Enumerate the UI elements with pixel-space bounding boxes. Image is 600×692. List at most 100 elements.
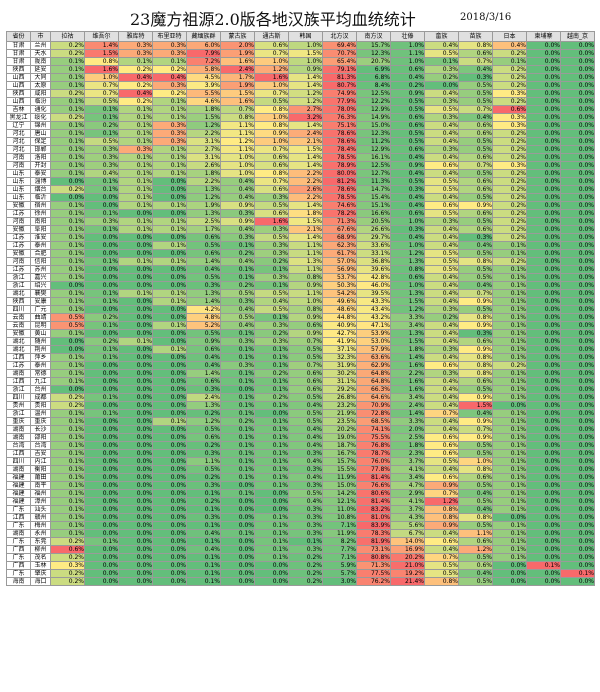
value-cell: 0.0%: [526, 569, 561, 578]
city-cell: 台州: [30, 385, 51, 394]
value-cell: 0.1%: [186, 577, 221, 586]
value-cell: 0.0%: [560, 401, 595, 410]
value-cell: 0.0%: [560, 305, 595, 314]
value-cell: 0.6%: [390, 65, 425, 74]
table-row: 浙江 嘉兴 0.1% 0.0% 0.0% 0.0% 0.5% 0.1% 0.3% 0.8% 53.7…: [6, 273, 595, 282]
value-cell: 14.7%: [356, 185, 391, 194]
value-cell: 0.1%: [118, 337, 153, 346]
value-cell: 0.1%: [220, 433, 255, 442]
value-cell: 0.0%: [152, 313, 187, 322]
value-cell: 0.0%: [492, 577, 527, 586]
value-cell: 81.0%: [356, 513, 391, 522]
value-cell: 0.4%: [220, 321, 255, 330]
value-cell: 0.0%: [152, 489, 187, 498]
value-cell: 76.0%: [356, 457, 391, 466]
value-cell: 0.4%: [390, 233, 425, 242]
city-cell: 绥化: [30, 113, 51, 122]
value-cell: 0.1%: [50, 169, 85, 178]
value-cell: 1.1%: [220, 121, 255, 130]
value-cell: 0.1%: [492, 337, 527, 346]
table-row: 湖北 荆州 0.0% 0.1% 0.0% 0.1% 0.6% 0.1% 0.1% 0.5% 37.1…: [6, 345, 595, 354]
value-cell: 0.3%: [84, 217, 119, 226]
province-cell: 江苏: [6, 265, 31, 274]
value-cell: 0.3%: [288, 449, 323, 458]
value-cell: 0.5%: [458, 169, 493, 178]
table-row: 安徽 黄山 0.1% 0.0% 0.0% 0.0% 0.5% 0.1% 0.2% 0.9% 42.7…: [6, 329, 595, 338]
value-cell: 0.0%: [526, 137, 561, 146]
value-cell: 64.8%: [356, 369, 391, 378]
value-cell: 0.0%: [526, 457, 561, 466]
value-cell: 0.8%: [424, 577, 459, 586]
value-cell: 0.8%: [288, 305, 323, 314]
value-cell: 0.1%: [50, 529, 85, 538]
province-cell: 湖南: [6, 529, 31, 538]
value-cell: 0.1%: [84, 345, 119, 354]
value-cell: 0.2%: [50, 393, 85, 402]
value-cell: 0.0%: [152, 209, 187, 218]
value-cell: 3.2%: [288, 113, 323, 122]
value-cell: 0.0%: [526, 513, 561, 522]
value-cell: 14.2%: [322, 489, 357, 498]
province-cell: 浙江: [6, 273, 31, 282]
value-cell: 0.1%: [254, 377, 289, 386]
value-cell: 0.0%: [118, 361, 153, 370]
value-cell: 0.1%: [220, 265, 255, 274]
value-cell: 0.3%: [152, 137, 187, 146]
value-cell: 0.0%: [152, 337, 187, 346]
value-cell: 0.7%: [458, 425, 493, 434]
value-cell: 1.5%: [390, 297, 425, 306]
value-cell: 1.1%: [186, 457, 221, 466]
value-cell: 0.3%: [254, 273, 289, 282]
value-cell: 0.1%: [50, 65, 85, 74]
value-cell: 0.0%: [84, 273, 119, 282]
value-cell: 0.0%: [118, 433, 153, 442]
value-cell: 0.5%: [288, 489, 323, 498]
value-cell: 0.0%: [152, 561, 187, 570]
value-cell: 0.5%: [424, 569, 459, 578]
value-cell: 1.2%: [390, 305, 425, 314]
value-cell: 0.5%: [424, 457, 459, 466]
value-cell: 0.1%: [254, 345, 289, 354]
value-cell: 0.1%: [152, 153, 187, 162]
value-cell: 0.0%: [84, 417, 119, 426]
value-cell: 0.0%: [560, 65, 595, 74]
value-cell: 0.4%: [84, 169, 119, 178]
value-cell: 0.2%: [50, 553, 85, 562]
value-cell: 0.2%: [186, 409, 221, 418]
value-cell: 0.1%: [84, 209, 119, 218]
value-cell: 0.0%: [526, 289, 561, 298]
value-cell: 15.5%: [322, 465, 357, 474]
value-cell: 0.3%: [186, 481, 221, 490]
value-cell: 0.0%: [526, 97, 561, 106]
value-cell: 1.3%: [186, 185, 221, 194]
city-cell: 宿州: [30, 201, 51, 210]
value-cell: 0.1%: [50, 305, 85, 314]
value-cell: 0.9%: [458, 321, 493, 330]
city-cell: 苏州: [30, 265, 51, 274]
value-cell: 81.9%: [356, 537, 391, 546]
value-cell: 0.0%: [526, 329, 561, 338]
value-cell: 0.1%: [118, 137, 153, 146]
column-header: 苗族: [458, 31, 493, 42]
value-cell: 2.3%: [390, 449, 425, 458]
value-cell: 0.0%: [118, 401, 153, 410]
value-cell: 0.7%: [458, 289, 493, 298]
value-cell: 0.5%: [458, 217, 493, 226]
value-cell: 0.5%: [458, 273, 493, 282]
value-cell: 0.0%: [118, 297, 153, 306]
province-cell: 湖北: [6, 345, 31, 354]
city-cell: 梅州: [30, 521, 51, 530]
value-cell: 0.0%: [84, 249, 119, 258]
value-cell: 0.1%: [492, 505, 527, 514]
value-cell: 0.1%: [50, 481, 85, 490]
value-cell: 0.1%: [152, 97, 187, 106]
province-cell: 山西: [6, 81, 31, 90]
value-cell: 2.4%: [288, 129, 323, 138]
value-cell: 0.0%: [118, 377, 153, 386]
value-cell: 0.6%: [492, 105, 527, 114]
value-cell: 0.6%: [424, 433, 459, 442]
value-cell: 0.1%: [492, 289, 527, 298]
value-cell: 0.8%: [458, 465, 493, 474]
value-cell: 0.4%: [390, 193, 425, 202]
value-cell: 0.0%: [560, 529, 595, 538]
